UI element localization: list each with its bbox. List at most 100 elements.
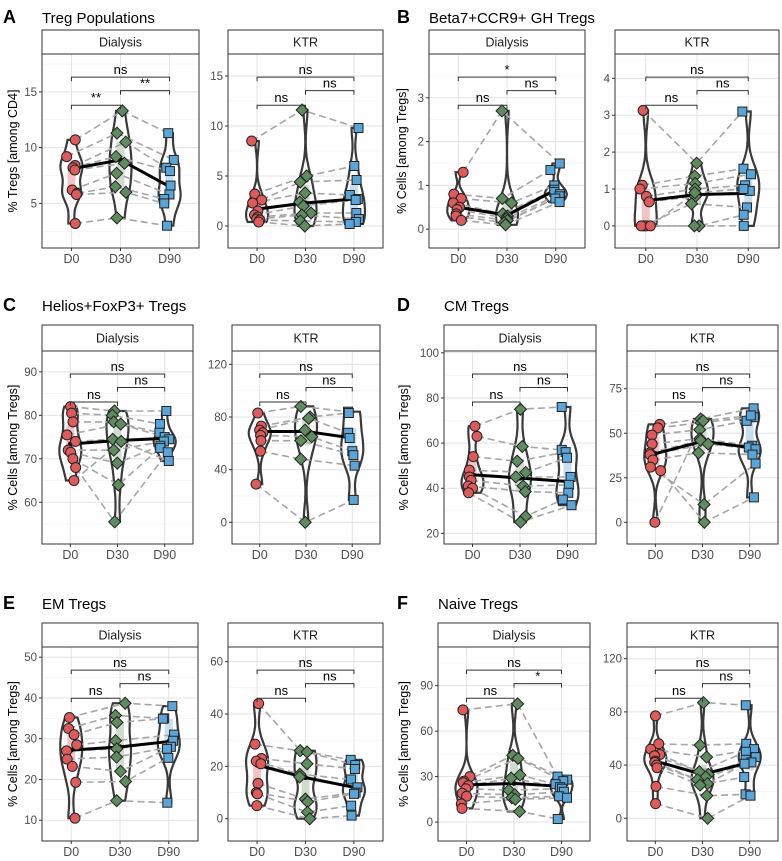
data-point-d90 [154,419,165,430]
significance-bracket [702,683,751,688]
data-point-d90 [157,713,168,724]
data-point-d0 [646,438,658,450]
iqr-box-d90 [745,418,754,454]
significance-bracket [256,104,306,110]
x-tick-label: D90 [153,548,176,562]
panel-title: Helios+FoxP3+ Tregs [42,298,186,315]
data-point-d30 [697,497,711,512]
paired-subject-line [649,439,749,454]
data-point-d30 [300,757,314,771]
data-point-d30 [684,197,699,211]
y-tick-label: 25 [609,473,622,485]
paired-subject-line [257,793,352,814]
significance-label: ns [476,90,490,105]
significance-label: ns [719,372,733,387]
y-tick-label: 80 [426,393,439,405]
data-point-d0 [457,166,469,178]
data-point-d0 [651,762,663,774]
y-tick-label: 1 [604,184,610,196]
significance-bracket [654,669,751,675]
data-point-d30 [119,185,133,199]
data-point-d30 [688,185,702,200]
data-point-d30 [114,434,128,449]
significance-bracket [256,697,306,703]
data-point-d30 [696,695,711,710]
significance-bracket [305,683,355,688]
y-tick-label: 100 [420,348,439,360]
significance-bracket [645,104,698,110]
significance-label: ns [323,669,337,684]
y-tick-label: 15 [210,71,223,83]
data-point-d0 [643,196,655,208]
data-point-d0 [250,478,262,490]
x-tick-label: D90 [556,548,579,562]
significance-label: ns [665,90,679,105]
data-point-d30 [510,454,524,468]
data-point-d30 [108,179,123,194]
y-tick-label: 60 [426,438,439,450]
facet-border [227,53,384,249]
iqr-box-d30 [301,184,310,215]
data-point-d0 [252,407,264,419]
significance-bracket [117,386,166,392]
data-point-d0 [253,698,265,710]
panel-f: F Naive Tregs % Cells [among Tregs] Dialysi… [397,593,779,859]
facet-strip [443,324,597,352]
data-point-d30 [109,750,124,764]
significance-label: ns [299,62,313,77]
data-point-d0 [457,704,469,716]
x-tick-label: D30 [295,548,318,562]
data-point-d90 [167,701,178,712]
data-point-d90 [747,449,758,460]
facet-strip [626,622,779,648]
paired-subject-line [71,412,161,425]
significance-label: ns [672,683,686,698]
data-point-d90 [738,163,749,174]
significance-bracket [506,90,557,95]
data-point-d30 [305,429,319,444]
panel-b: B Beta7+CCR9+ GH Tregs % Cells [among Treg… [395,7,780,266]
data-point-d90 [552,814,563,825]
significance-bracket [305,90,355,95]
y-tick-label: 20 [426,528,439,540]
significance-label: * [535,669,540,684]
facet-border [41,646,199,842]
significance-bracket [120,90,171,95]
data-point-d30 [298,515,312,529]
paired-subject-line [658,743,747,746]
x-tick-label: D0 [647,845,663,859]
significance-bracket [259,401,307,406]
data-point-d90 [349,161,360,171]
data-point-d0 [655,465,667,477]
data-point-d0 [247,197,259,209]
data-point-d30 [293,175,307,189]
significance-bracket [70,669,170,675]
data-point-d90 [738,183,749,194]
data-point-d90 [750,458,761,469]
significance-label: ns [696,359,710,374]
data-point-d0 [256,194,268,206]
y-tick-label: 120 [208,359,227,371]
x-tick-label: D0 [249,252,265,266]
significance-label: ns [138,669,152,684]
x-tick-label: D0 [638,252,654,266]
paired-subject-line [257,405,349,414]
data-point-d30 [691,446,706,460]
x-tick-label: D90 [341,548,364,562]
significance-label: ns [134,372,148,387]
x-tick-label: D90 [738,845,761,859]
y-tick-label: 15 [24,87,37,99]
facet-label: KTR [293,36,318,50]
significance-bracket [457,76,557,82]
significance-label: ns [672,387,686,402]
panel-title: Beta7+CCR9+ GH Tregs [429,10,595,27]
data-point-d30 [298,219,312,233]
significance-bracket [69,401,118,406]
data-point-d0 [69,134,81,146]
data-point-d90 [162,447,173,458]
x-tick-label: D90 [737,252,760,266]
y-tick-label: 120 [603,654,622,666]
data-point-d30 [518,484,532,499]
